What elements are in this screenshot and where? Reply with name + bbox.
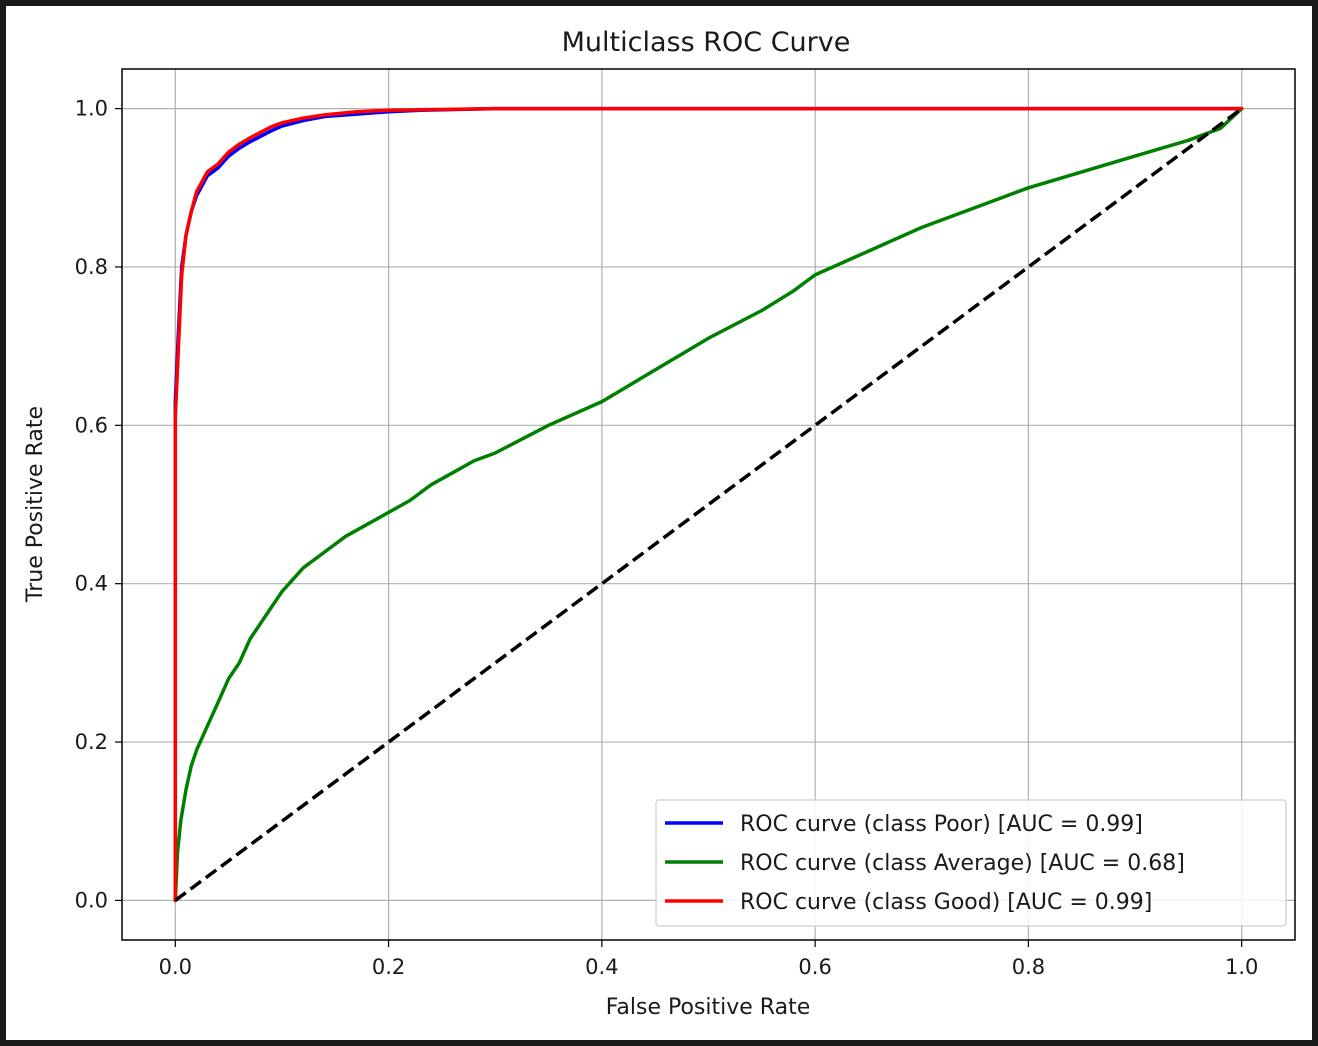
- chart-title: Multiclass ROC Curve: [562, 27, 851, 58]
- chance-diagonal-line: [174, 107, 1243, 902]
- x-tick-label: 1.0: [1225, 955, 1258, 979]
- legend-box: [655, 799, 1287, 927]
- y-tick-label: 0.8: [75, 255, 108, 279]
- y-tick-label: 0.0: [75, 888, 108, 912]
- curves: [173, 106, 1244, 903]
- roc-curve-average: [173, 106, 1244, 903]
- x-tick-label: 0.2: [372, 955, 405, 979]
- y-tick-label: 0.2: [75, 730, 108, 754]
- x-axis-label: False Positive Rate: [606, 995, 810, 1020]
- x-tick-label: 0.6: [798, 955, 831, 979]
- legend-label-average: ROC curve (class Average) [AUC = 0.68]: [740, 851, 1185, 876]
- plot-frame: [121, 68, 1296, 941]
- legend-label-good: ROC curve (class Good) [AUC = 0.99]: [740, 890, 1152, 915]
- roc-curve-good: [173, 106, 1244, 903]
- y-tick-label: 0.4: [75, 572, 108, 596]
- y-axis-label: True Positive Rate: [23, 406, 48, 603]
- grid: [122, 69, 1295, 940]
- chart-canvas: Multiclass ROC Curve 0.0 0.2 0.4 0.6 0.8 1.0 0…: [6, 6, 1312, 1040]
- y-tick-label: 0.6: [75, 413, 108, 437]
- legend-label-poor: ROC curve (class Poor) [AUC = 0.99]: [740, 812, 1143, 837]
- x-tick-label: 0.8: [1012, 955, 1045, 979]
- legend: ROC curve (class Poor) [AUC = 0.99] ROC …: [655, 799, 1287, 927]
- x-tick-label: 0.0: [159, 955, 192, 979]
- roc-chart: Multiclass ROC Curve 0.0 0.2 0.4 0.6 0.8 1.00…: [23, 27, 1296, 1020]
- y-tick-label: 1.0: [75, 97, 108, 121]
- x-tick-label: 0.4: [585, 955, 618, 979]
- ticks: 0.0 0.2 0.4 0.6 0.8 1.0 0.0 0.2 0.4 0.6 0.8 1.0: [75, 97, 1259, 979]
